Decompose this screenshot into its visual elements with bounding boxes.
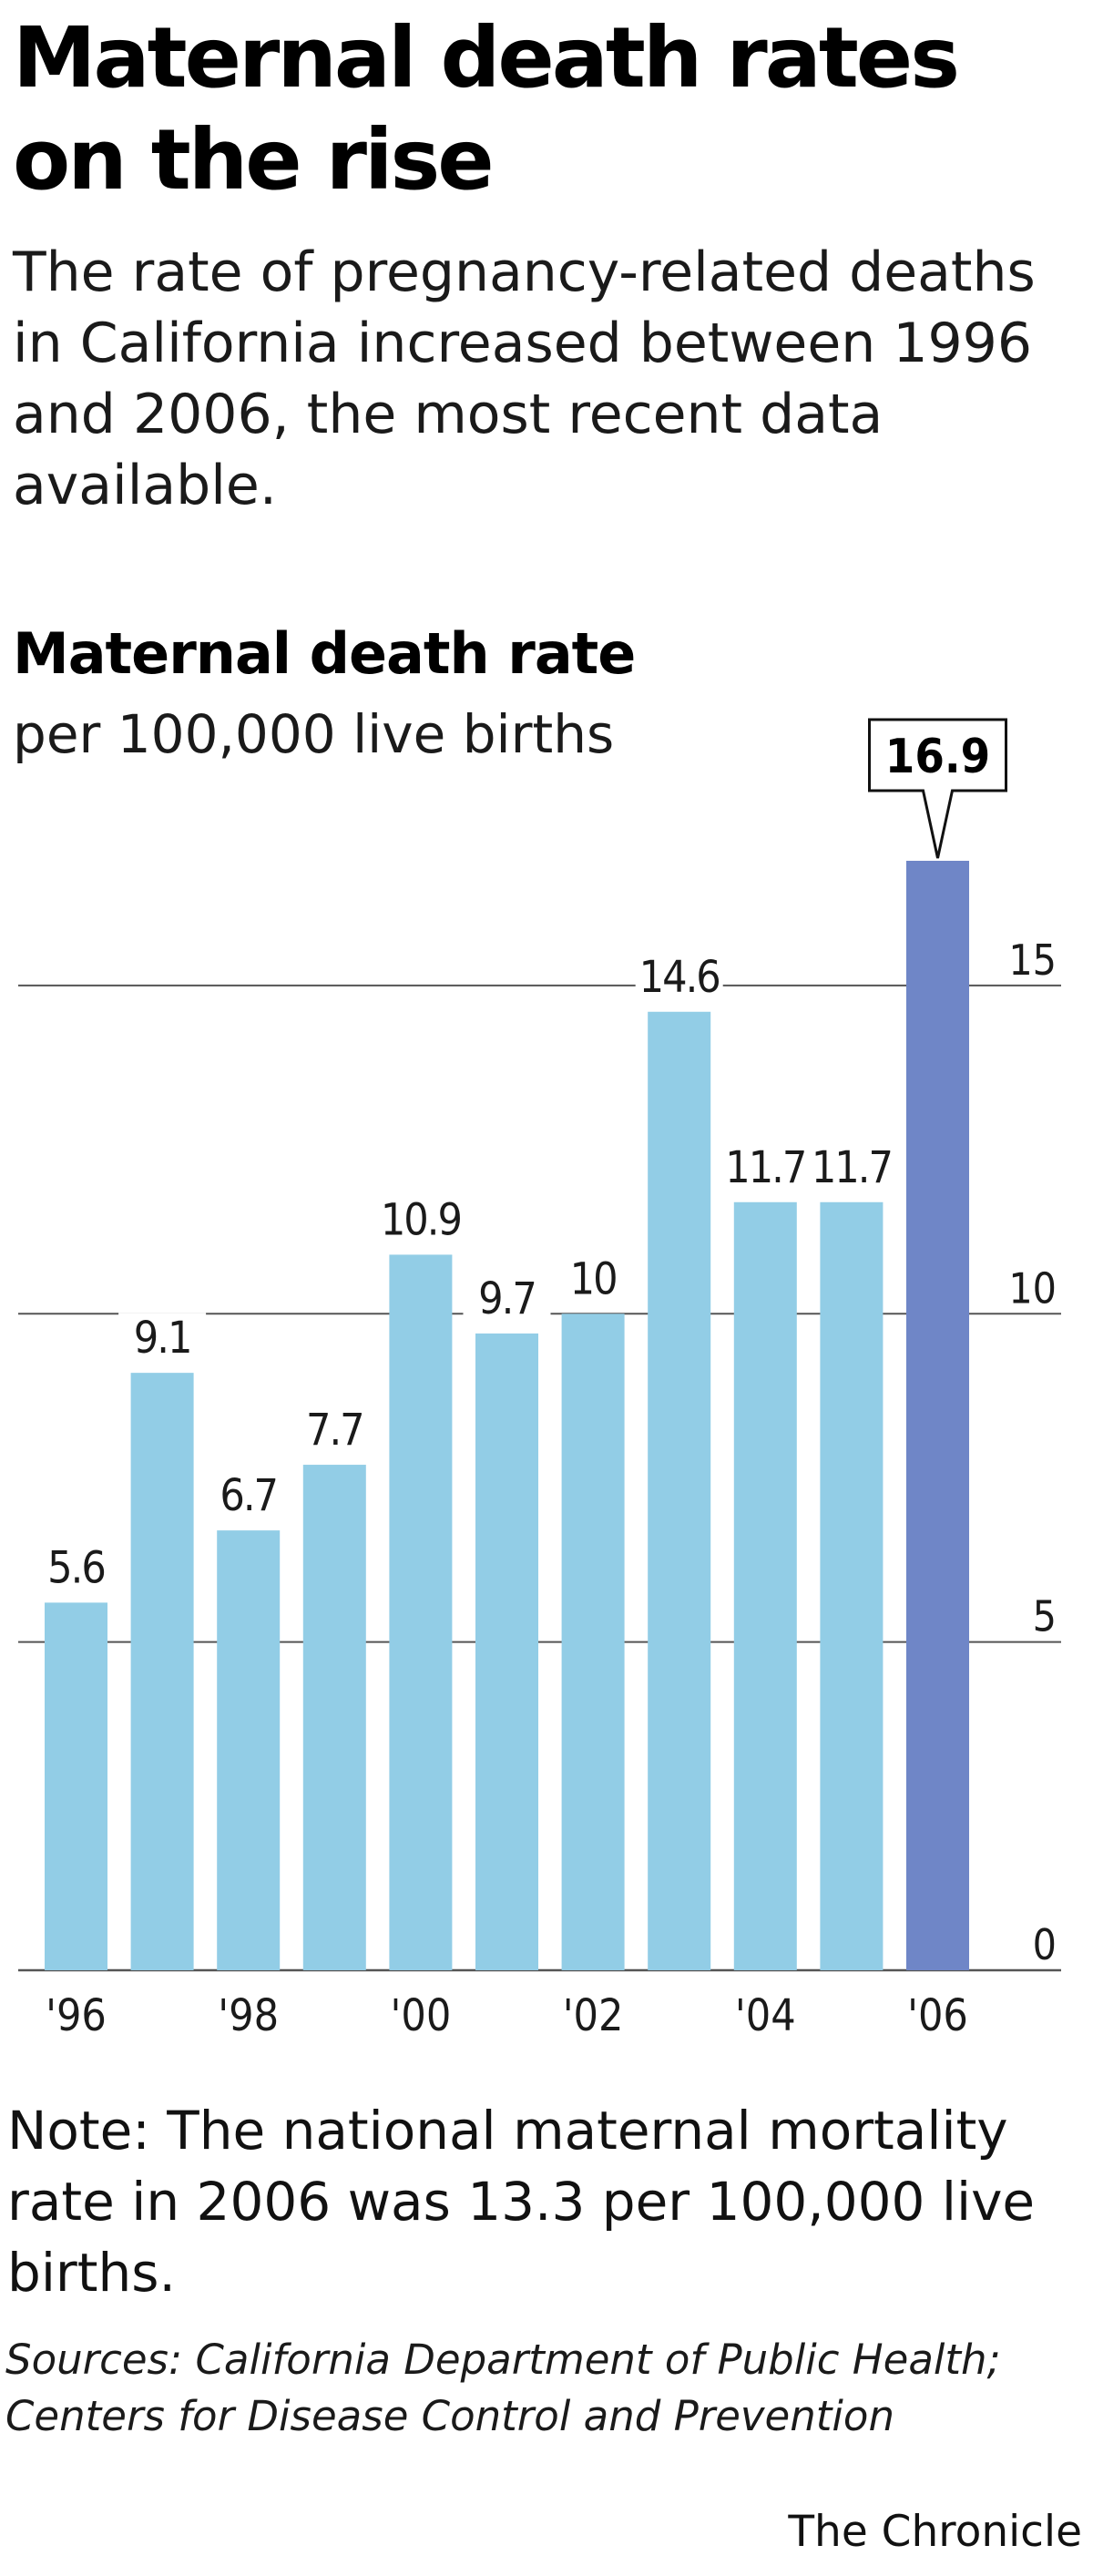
value-label: 6.7 (220, 1470, 277, 1521)
bar (475, 1333, 538, 1970)
y-axis-label: per 100,000 live births (13, 703, 615, 765)
bar (45, 1602, 107, 1970)
y-tick-label: 0 (1033, 1920, 1057, 1969)
value-label-bg (291, 1405, 379, 1451)
value-label: 10 (570, 1253, 617, 1304)
bar-chart: 5.6 9.1 6.7 7.7 10.9 9.7 10 14.6 11.7 11.7 0 5 10 15… (18, 718, 1061, 2041)
y-tick-label: 5 (1033, 1592, 1057, 1641)
value-label: 11.7 (725, 1142, 805, 1193)
callout-box (868, 718, 1007, 859)
value-label-bg (721, 1141, 810, 1188)
bars (45, 861, 969, 1970)
bar (302, 1465, 366, 1970)
highlight-callout: 16.9 (868, 718, 1007, 859)
value-label-bg (635, 951, 723, 997)
bar (389, 1254, 453, 1970)
x-axis-ticks: '96 '98 '00 '02 '04 '06 (46, 1990, 968, 2041)
value-labels: 5.6 9.1 6.7 7.7 10.9 9.7 10 14.6 11.7 11.7 (32, 951, 895, 1593)
value-label: 5.6 (47, 1542, 105, 1593)
x-tick-label: '04 (735, 1990, 796, 2041)
value-label: 7.7 (306, 1405, 363, 1456)
credit: The Chronicle (788, 2507, 1082, 2557)
chart-subtitle: The rate of pregnancy-related deaths in … (13, 240, 1036, 517)
value-label-bg (118, 1313, 207, 1359)
value-label-bg (807, 1141, 895, 1188)
value-label-highlight: 16.9 (885, 730, 990, 784)
bar (130, 1373, 194, 1970)
value-label-bg (32, 1542, 120, 1589)
y-tick-label: 15 (1008, 935, 1057, 985)
x-tick-label: '00 (391, 1990, 452, 2041)
value-label-bg (463, 1273, 551, 1319)
x-tick-label: '02 (563, 1990, 624, 2041)
value-label-bg (204, 1470, 292, 1517)
x-tick-label: '96 (46, 1990, 107, 2041)
y-tick-label: 10 (1008, 1263, 1057, 1313)
value-label: 10.9 (381, 1194, 461, 1245)
y-axis-ticks: 0 5 10 15 (1008, 935, 1057, 1969)
value-label-bg (549, 1253, 638, 1300)
x-tick-label: '98 (218, 1990, 279, 2041)
bar (561, 1314, 625, 1970)
bar (733, 1201, 797, 1970)
footnote: Note: The national maternal mortality ra… (7, 2100, 1036, 2304)
value-label: 9.1 (134, 1313, 191, 1364)
x-tick-label: '06 (907, 1990, 968, 2041)
bar (906, 861, 969, 1970)
value-label: 14.6 (639, 952, 720, 1003)
bar (217, 1530, 281, 1970)
bar (648, 1011, 711, 1970)
sources: Sources: California Department of Public… (5, 2336, 1001, 2440)
value-label-bg (376, 1194, 465, 1241)
chart-title: Maternal death rate (13, 620, 636, 687)
value-label: 11.7 (812, 1142, 892, 1193)
value-label: 9.7 (478, 1273, 536, 1324)
page-title: Maternal death rates on the rise (13, 9, 960, 209)
bar (820, 1201, 884, 1970)
